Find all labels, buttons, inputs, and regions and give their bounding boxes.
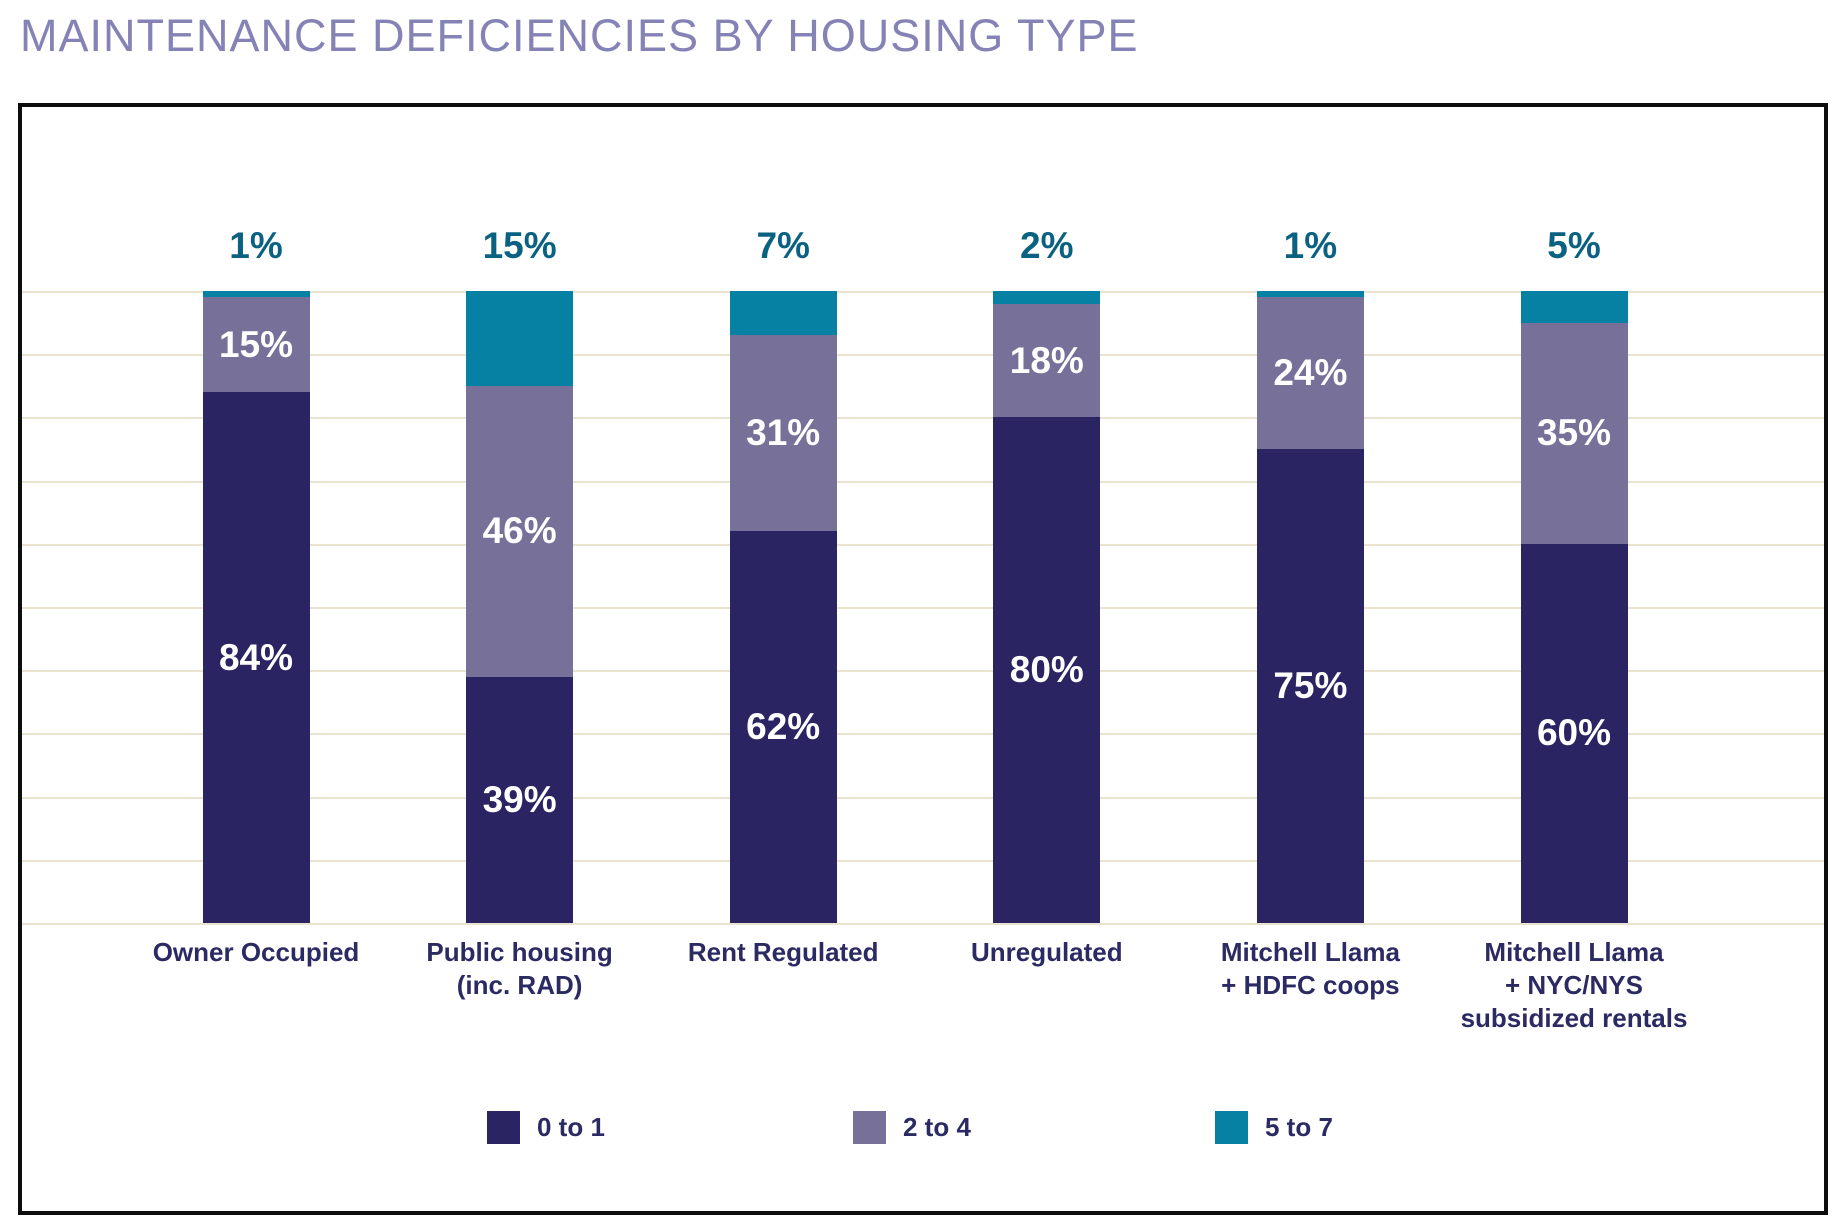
legend-label: 2 to 4 — [903, 1112, 971, 1142]
bar-segment-0-to-1: 75% — [1256, 449, 1364, 923]
bar-segment-5-to-7 — [729, 291, 837, 336]
segment-value-label: 62% — [746, 706, 821, 748]
bar-segment-5-to-7 — [202, 291, 310, 298]
legend-swatch — [1215, 1111, 1248, 1144]
segment-value-label: 80% — [1009, 649, 1084, 691]
bar-segment-0-to-1: 60% — [1520, 543, 1628, 923]
bar-segment-2-to-4: 31% — [729, 335, 837, 532]
legend-label: 0 to 1 — [537, 1112, 605, 1142]
segment-value-label: 84% — [218, 636, 294, 678]
category-label: Owner Occupied — [152, 937, 360, 967]
gridline — [22, 607, 1824, 609]
bar-segment-0-to-1: 84% — [202, 392, 310, 923]
gridline — [22, 923, 1824, 925]
gridline — [22, 796, 1824, 799]
bar-segment-2-to-4: 18% — [993, 303, 1101, 418]
category-label: Mitchell Llama + HDFC coops — [1220, 937, 1400, 1000]
above-bar-value-label: 1% — [1283, 225, 1338, 266]
gridline — [22, 417, 1824, 420]
category-label: Public housing (inc. RAD) — [426, 937, 613, 1000]
above-bar-value-label: 2% — [1020, 225, 1074, 266]
gridline — [22, 354, 1824, 357]
category-label: Mitchell Llama + NYC/NYS subsidized rent… — [1460, 937, 1688, 1033]
legend-label: 5 to 7 — [1265, 1112, 1333, 1142]
gridline — [22, 859, 1824, 862]
segment-value-label: 35% — [1536, 412, 1612, 454]
bar-segment-0-to-1: 80% — [993, 417, 1101, 923]
above-bar-value-label: 15% — [482, 225, 557, 266]
bar-segment-2-to-4: 15% — [202, 297, 310, 393]
gridline — [22, 543, 1824, 546]
above-bar-value-label: 5% — [1547, 225, 1601, 266]
above-bar-value-label: 1% — [229, 225, 283, 266]
gridline — [22, 480, 1824, 483]
chart-frame: 84% 15% 1% Owner Occupied 39% 46% 15% Public ho… — [18, 103, 1828, 1215]
above-bar-value-label: 7% — [756, 225, 810, 266]
bar-segment-5-to-7 — [1256, 291, 1364, 298]
gridline — [22, 291, 1824, 293]
bar-segment-5-to-7 — [993, 291, 1101, 304]
category-label: Unregulated — [970, 937, 1123, 967]
legend-swatch — [853, 1111, 886, 1144]
segment-value-label: 18% — [1009, 339, 1084, 381]
segment-value-label: 46% — [482, 510, 557, 552]
chart-title: MAINTENANCE DEFICIENCIES BY HOUSING TYPE — [20, 10, 1139, 61]
bar-segment-5-to-7 — [1520, 291, 1628, 323]
category-label: Rent Regulated — [687, 937, 879, 967]
legend-swatch — [487, 1111, 520, 1144]
bar-segment-5-to-7 — [466, 291, 574, 386]
bar-segment-0-to-1: 62% — [729, 531, 837, 923]
segment-value-label: 60% — [1536, 712, 1612, 754]
segment-value-label: 31% — [746, 412, 821, 454]
segment-value-label: 39% — [482, 778, 557, 820]
bar-segment-2-to-4: 46% — [466, 385, 574, 677]
legend-item-5-to-7: 5 to 7 — [1215, 1111, 1333, 1144]
segment-value-label: 15% — [218, 323, 294, 365]
segment-value-label: 75% — [1273, 665, 1348, 706]
bar-segment-2-to-4: 35% — [1520, 322, 1628, 544]
segment-value-label: 24% — [1273, 352, 1348, 394]
legend-item-2-to-4: 2 to 4 — [853, 1111, 971, 1144]
gridline — [22, 670, 1824, 673]
legend-item-0-to-1: 0 to 1 — [487, 1111, 605, 1144]
bar-segment-2-to-4: 24% — [1256, 297, 1364, 449]
gridline — [22, 733, 1824, 736]
bar-segment-0-to-1: 39% — [466, 676, 574, 923]
